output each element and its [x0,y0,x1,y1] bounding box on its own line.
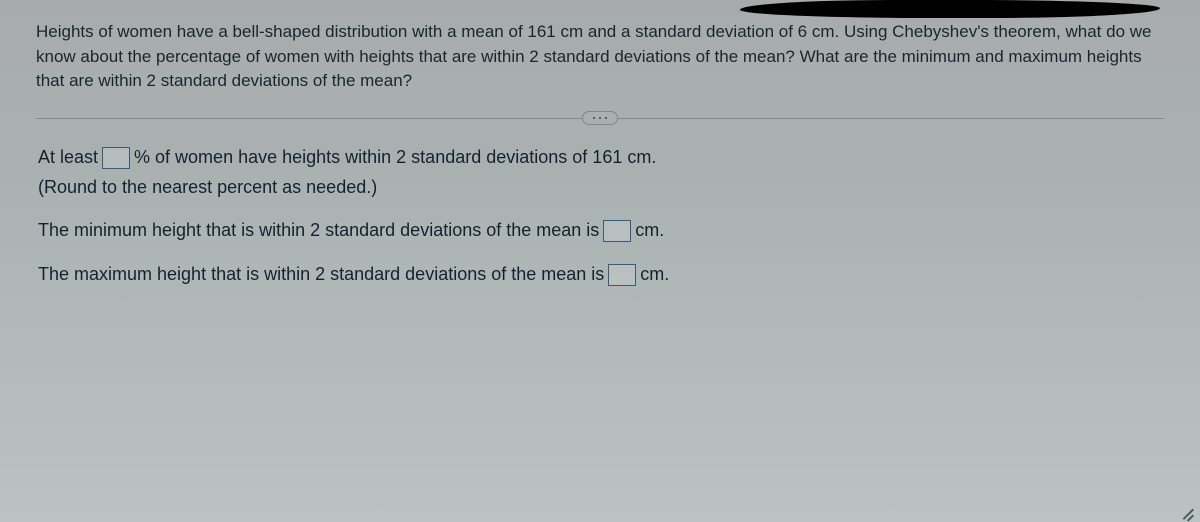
hint-text: (Round to the nearest percent as needed.… [38,177,377,198]
answer-line-2-pre: The minimum height that is within 2 stan… [38,220,599,241]
answer-line-1-post: % of women have heights within 2 standar… [134,147,656,168]
resize-handle-icon[interactable] [1172,494,1194,516]
answer-block: At least % of women have heights within … [36,147,1164,286]
content-area: Heights of women have a bell-shaped dist… [0,0,1200,286]
max-height-input[interactable] [608,264,636,286]
percent-input[interactable] [102,147,130,169]
min-height-input[interactable] [603,220,631,242]
answer-line-3-post: cm. [640,264,669,285]
question-text: Heights of women have a bell-shaped dist… [36,20,1164,94]
answer-line-2-post: cm. [635,220,664,241]
rounding-hint: (Round to the nearest percent as needed.… [38,177,1164,198]
ellipsis-toggle[interactable] [582,111,618,125]
answer-line-3-pre: The maximum height that is within 2 stan… [38,264,604,285]
answer-line-3: The maximum height that is within 2 stan… [38,264,1164,286]
answer-line-1-pre: At least [38,147,98,168]
redaction-scribble [740,0,1160,18]
section-divider [36,118,1164,119]
answer-line-1: At least % of women have heights within … [38,147,1164,169]
answer-line-2: The minimum height that is within 2 stan… [38,220,1164,242]
